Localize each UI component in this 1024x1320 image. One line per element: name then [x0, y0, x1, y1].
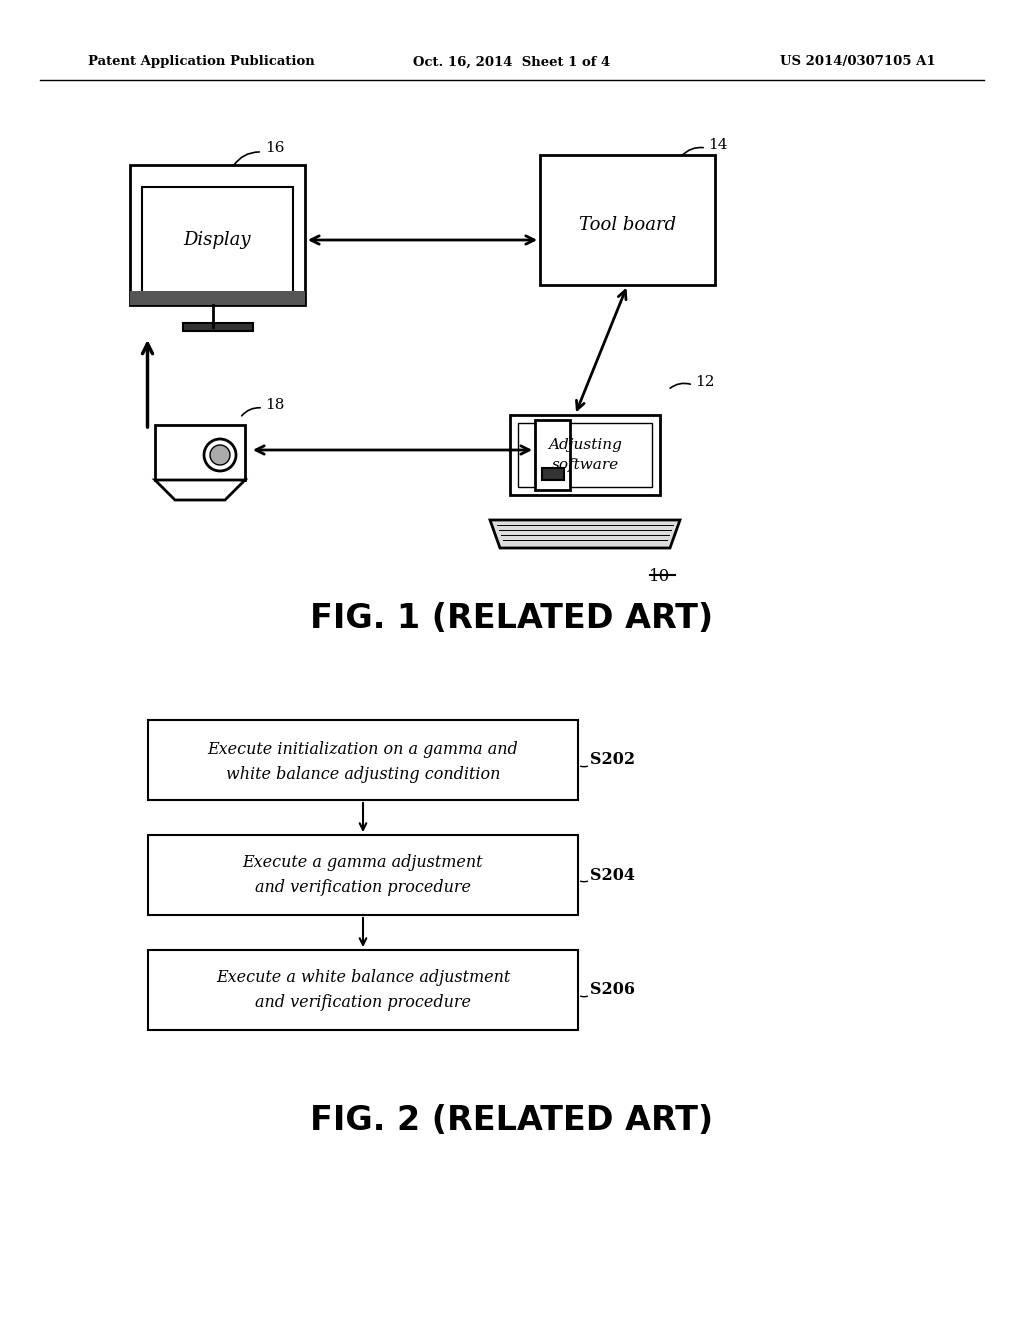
Polygon shape — [155, 480, 245, 500]
Text: S204: S204 — [590, 866, 635, 883]
Circle shape — [204, 440, 236, 471]
Bar — [155, 425, 245, 480]
Bar — [148, 950, 578, 1030]
Text: 12: 12 — [695, 375, 715, 389]
Text: 14: 14 — [708, 139, 727, 152]
Text: Display: Display — [183, 231, 251, 249]
Text: US 2014/0307105 A1: US 2014/0307105 A1 — [780, 55, 936, 69]
Text: S206: S206 — [590, 982, 635, 998]
Bar — [510, 414, 660, 495]
Bar — [130, 165, 305, 305]
Bar — [535, 420, 570, 490]
Text: Oct. 16, 2014  Sheet 1 of 4: Oct. 16, 2014 Sheet 1 of 4 — [414, 55, 610, 69]
Bar — [540, 154, 715, 285]
Text: Execute a gamma adjustment
and verification procedure: Execute a gamma adjustment and verificat… — [243, 854, 483, 896]
Bar — [182, 323, 253, 331]
Text: 16: 16 — [265, 141, 285, 154]
Bar — [142, 187, 293, 293]
Text: Tool board: Tool board — [579, 216, 676, 234]
Text: 18: 18 — [265, 399, 285, 412]
Bar — [148, 836, 578, 915]
Text: FIG. 1 (RELATED ART): FIG. 1 (RELATED ART) — [310, 602, 714, 635]
Bar — [518, 422, 652, 487]
Text: Execute initialization on a gamma and
white balance adjusting condition: Execute initialization on a gamma and wh… — [208, 741, 518, 783]
Text: Execute a white balance adjustment
and verification procedure: Execute a white balance adjustment and v… — [216, 969, 510, 1011]
Text: 10: 10 — [649, 568, 671, 585]
Circle shape — [210, 445, 230, 465]
Text: S202: S202 — [590, 751, 635, 768]
Text: FIG. 2 (RELATED ART): FIG. 2 (RELATED ART) — [310, 1104, 714, 1137]
Bar — [148, 719, 578, 800]
Bar — [130, 290, 305, 305]
Text: Adjusting
software: Adjusting software — [548, 438, 622, 471]
Bar — [542, 469, 564, 480]
Polygon shape — [490, 520, 680, 548]
Text: Patent Application Publication: Patent Application Publication — [88, 55, 314, 69]
